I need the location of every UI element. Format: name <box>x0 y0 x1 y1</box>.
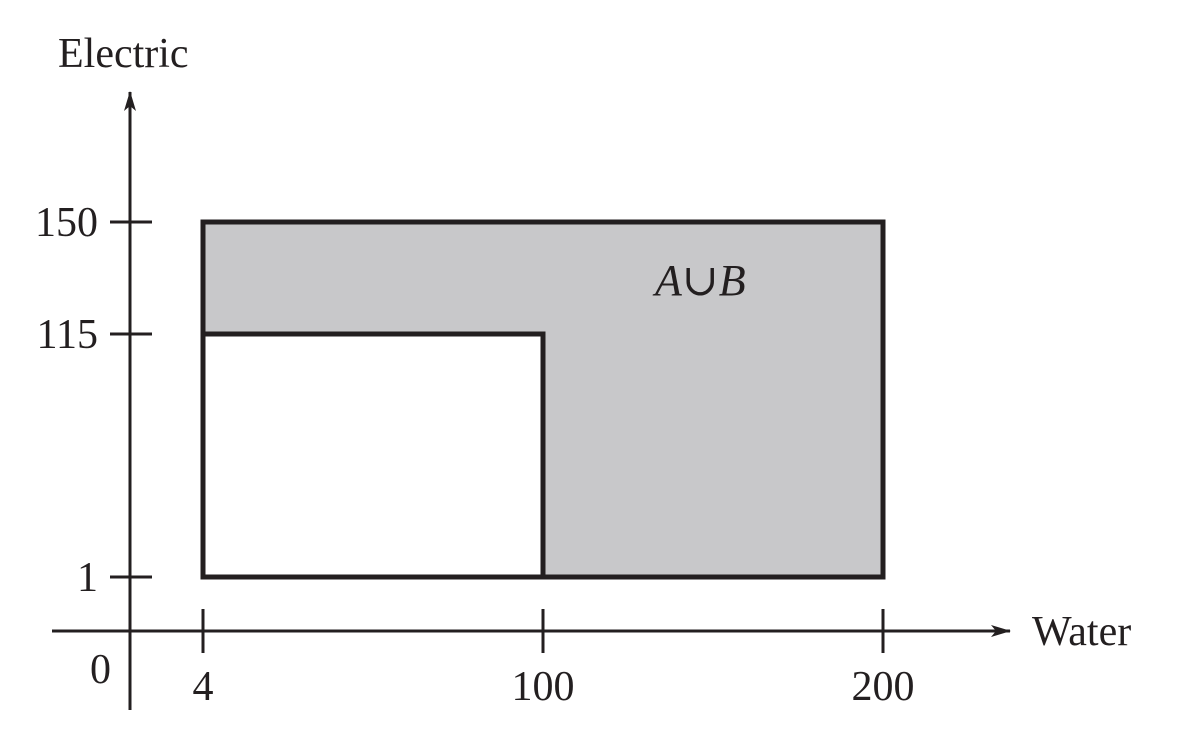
y-tick-label: 1 <box>77 555 98 601</box>
region-label: A∪B <box>652 256 746 305</box>
y-ticks: 1 115 150 <box>35 200 152 601</box>
y-tick-label: 150 <box>35 200 98 246</box>
x-tick-label: 200 <box>852 664 915 710</box>
y-axis-title: Electric <box>58 31 189 77</box>
y-tick-label: 115 <box>37 312 98 358</box>
x-tick-label: 100 <box>512 664 575 710</box>
inner-region-rect <box>200 331 546 580</box>
x-axis-title: Water <box>1032 609 1131 655</box>
x-tick-label: 4 <box>193 664 214 710</box>
origin-label: 0 <box>90 647 111 693</box>
x-ticks: 4 100 200 <box>193 609 915 710</box>
